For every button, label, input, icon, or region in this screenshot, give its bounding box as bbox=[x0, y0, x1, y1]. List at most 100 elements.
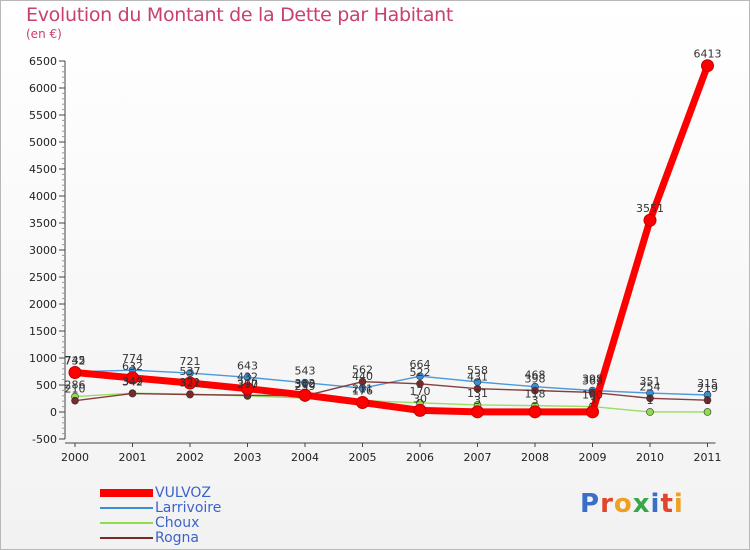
data-label: 331 bbox=[180, 376, 201, 389]
legend-swatch bbox=[100, 489, 153, 497]
data-label: 322 bbox=[180, 377, 201, 390]
legend-label: VULVOZ bbox=[155, 485, 212, 501]
data-point bbox=[586, 405, 599, 419]
data-label: 1 bbox=[704, 394, 711, 407]
data-point bbox=[128, 389, 137, 398]
data-label: 219 bbox=[697, 382, 718, 395]
data-point bbox=[701, 59, 714, 73]
x-tick-label: 2004 bbox=[291, 451, 319, 464]
series-line-rogna bbox=[74, 380, 709, 402]
y-tick-label: 500 bbox=[36, 379, 57, 392]
data-label: 131 bbox=[467, 387, 488, 400]
x-tick-label: 2003 bbox=[234, 451, 262, 464]
data-point bbox=[643, 213, 657, 227]
data-label: 537 bbox=[180, 365, 201, 378]
legend-swatch bbox=[100, 522, 153, 524]
y-tick-label: 2000 bbox=[29, 298, 57, 311]
data-label: 398 bbox=[582, 373, 603, 386]
data-point bbox=[301, 378, 309, 387]
data-label: 558 bbox=[467, 364, 488, 377]
y-tick-label: 6000 bbox=[29, 82, 57, 95]
x-tick-label: 2001 bbox=[119, 451, 147, 464]
y-unit-label: (en €) bbox=[26, 27, 62, 41]
data-label: 170 bbox=[410, 385, 431, 398]
y-tick-label: 2500 bbox=[29, 271, 57, 284]
y-tick-label: 5000 bbox=[29, 136, 57, 149]
y-tick-label: 3500 bbox=[29, 217, 57, 230]
data-label: 211 bbox=[352, 383, 373, 396]
data-point bbox=[243, 373, 252, 382]
data-label: 310 bbox=[237, 377, 258, 390]
data-label: 468 bbox=[525, 369, 546, 382]
x-tick-label: 2011 bbox=[694, 451, 722, 464]
data-label: 176 bbox=[352, 384, 373, 397]
data-label: 3 bbox=[532, 394, 539, 407]
x-tick-label: 2005 bbox=[349, 451, 377, 464]
data-label: 431 bbox=[467, 371, 488, 384]
data-label: 432 bbox=[237, 371, 258, 384]
data-label: 30 bbox=[413, 392, 427, 405]
data-point bbox=[416, 372, 424, 380]
data-label: 259 bbox=[295, 380, 316, 393]
x-tick-label: 2007 bbox=[464, 451, 492, 464]
data-point bbox=[416, 380, 424, 388]
data-point bbox=[528, 405, 542, 419]
data-label: 522 bbox=[410, 366, 431, 379]
y-tick-label: -500 bbox=[32, 433, 57, 446]
data-label: 254 bbox=[640, 380, 661, 393]
data-point bbox=[646, 394, 654, 403]
data-point bbox=[186, 390, 194, 399]
data-label: 349 bbox=[122, 375, 143, 388]
data-label: 100 bbox=[582, 389, 603, 402]
data-point bbox=[241, 382, 254, 396]
data-label: 210 bbox=[65, 383, 86, 396]
data-label: 286 bbox=[65, 379, 86, 392]
data-label: 440 bbox=[352, 370, 373, 383]
data-label: 297 bbox=[237, 378, 258, 391]
y-tick-label: 6500 bbox=[29, 55, 57, 68]
x-tick-label: 2009 bbox=[579, 451, 607, 464]
series-line-vulvoz bbox=[71, 62, 711, 416]
data-label: 3551 bbox=[636, 202, 664, 215]
x-tick-label: 2010 bbox=[636, 451, 664, 464]
data-label: 118 bbox=[525, 388, 546, 401]
y-tick-label: 5500 bbox=[29, 109, 57, 122]
legend-swatch bbox=[100, 537, 153, 539]
data-point bbox=[473, 384, 482, 393]
data-point bbox=[126, 371, 139, 385]
y-tick-label: 1000 bbox=[29, 352, 57, 365]
data-point bbox=[356, 395, 369, 409]
data-label: 398 bbox=[525, 373, 546, 386]
legend-label: Larrivoire bbox=[155, 500, 222, 516]
data-label: 300 bbox=[295, 378, 316, 391]
data-label: 632 bbox=[122, 360, 143, 373]
legend-swatch bbox=[100, 507, 153, 509]
chart-title: Evolution du Montant de la Dette par Hab… bbox=[26, 4, 454, 26]
x-tick-label: 2002 bbox=[176, 451, 204, 464]
data-label: 562 bbox=[352, 364, 373, 377]
data-label: 721 bbox=[180, 355, 201, 368]
data-point bbox=[531, 386, 539, 395]
data-label: 543 bbox=[295, 365, 316, 378]
data-point bbox=[68, 365, 82, 379]
data-point bbox=[646, 408, 654, 416]
data-label: 1 bbox=[647, 394, 654, 407]
data-label: 3 bbox=[589, 394, 596, 407]
data-label: 363 bbox=[582, 374, 603, 387]
legend-label: Choux bbox=[155, 515, 200, 531]
data-point bbox=[471, 405, 484, 419]
x-tick-label: 2000 bbox=[61, 451, 89, 464]
data-point bbox=[298, 388, 312, 402]
y-tick-label: 4500 bbox=[29, 163, 57, 176]
data-point bbox=[183, 376, 197, 390]
data-point bbox=[703, 396, 712, 404]
y-tick-label: 1500 bbox=[29, 325, 57, 338]
data-label: 774 bbox=[122, 352, 143, 365]
data-point bbox=[71, 396, 79, 405]
data-label: 643 bbox=[237, 359, 258, 372]
data-point bbox=[358, 377, 367, 386]
data-label: 3 bbox=[474, 394, 481, 407]
data-label: 312 bbox=[295, 377, 316, 390]
